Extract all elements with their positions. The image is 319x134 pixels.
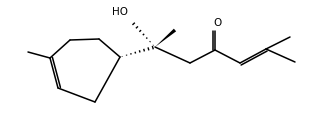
Polygon shape — [155, 29, 176, 47]
Text: O: O — [214, 18, 222, 28]
Text: HO: HO — [112, 7, 128, 17]
